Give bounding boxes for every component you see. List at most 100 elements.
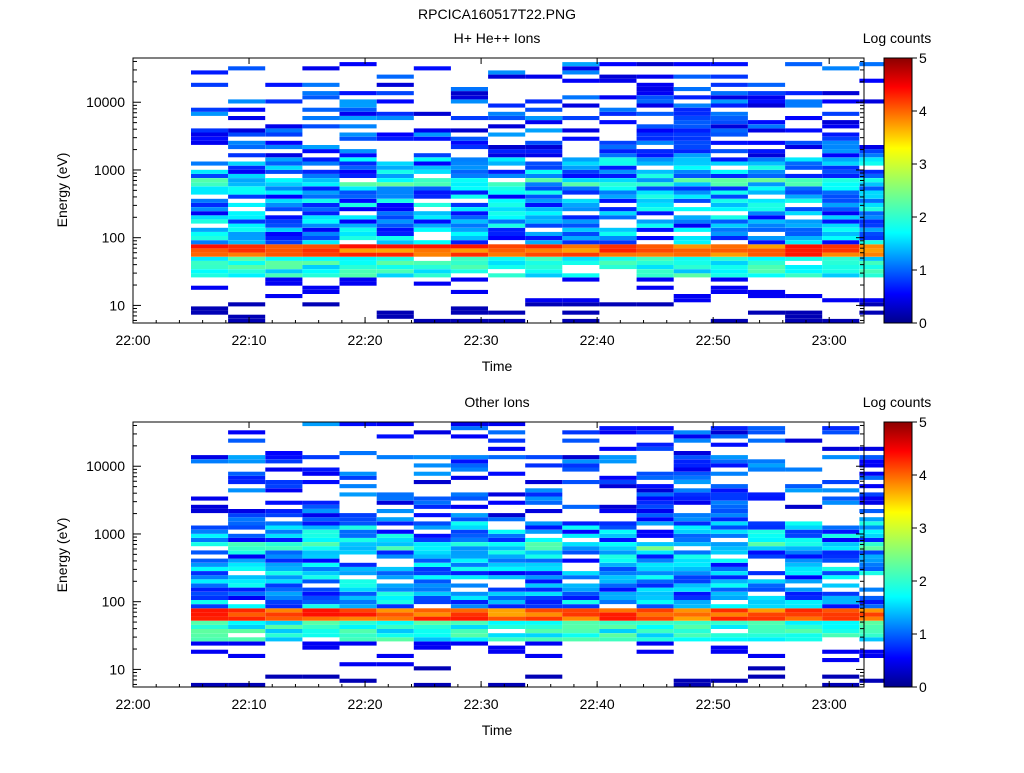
heatmap-cell — [191, 562, 229, 567]
heatmap-cell — [748, 91, 786, 96]
heatmap-cell — [599, 546, 637, 551]
heatmap-cell — [450, 256, 488, 261]
heatmap-cell — [228, 591, 266, 596]
heatmap-cell — [859, 492, 897, 497]
heatmap-cell — [302, 223, 340, 228]
heatmap-cell — [265, 190, 303, 195]
heatmap-cell — [822, 223, 860, 228]
heatmap-cell — [599, 236, 637, 241]
heatmap-cell — [265, 451, 303, 456]
heatmap-cell — [562, 600, 600, 605]
heatmap-cell — [228, 128, 266, 133]
heatmap-cell — [265, 529, 303, 534]
heatmap-cell — [673, 186, 711, 191]
heatmap-cell — [488, 517, 526, 522]
heatmap-cell — [636, 558, 674, 563]
heatmap-cell — [822, 604, 860, 609]
heatmap-cell — [228, 475, 266, 480]
heatmap-cell — [859, 637, 897, 642]
heatmap-cell — [636, 500, 674, 505]
heatmap-cell — [822, 550, 860, 555]
heatmap-cell — [525, 455, 563, 460]
heatmap-cell — [413, 136, 451, 141]
heatmap-cell — [413, 537, 451, 542]
heatmap-cell — [636, 302, 674, 307]
heatmap-cell — [339, 583, 377, 588]
heatmap-cell — [339, 471, 377, 476]
heatmap-cell — [710, 285, 748, 290]
heatmap-cell — [191, 542, 229, 547]
heatmap-cell — [450, 583, 488, 588]
heatmap-cell — [562, 178, 600, 183]
heatmap-cell — [822, 248, 860, 253]
heatmap-cell — [710, 207, 748, 212]
heatmap-cell — [673, 467, 711, 472]
heatmap-cell — [636, 604, 674, 609]
heatmap-cell — [748, 595, 786, 600]
heatmap-cell — [450, 310, 488, 315]
heatmap-cell — [376, 500, 414, 505]
heatmap-cell — [265, 674, 303, 679]
heatmap-cell — [562, 169, 600, 174]
heatmap-cell — [748, 202, 786, 207]
heatmap-cell — [785, 624, 823, 629]
heatmap-cell — [822, 211, 860, 216]
heatmap-cell — [339, 612, 377, 617]
heatmap-cell — [191, 682, 229, 687]
heatmap-cell — [450, 595, 488, 600]
heatmap-cell — [710, 157, 748, 162]
heatmap-cell — [673, 455, 711, 460]
heatmap-cell — [450, 215, 488, 220]
heatmap-cell — [265, 591, 303, 596]
heatmap-cell — [599, 554, 637, 559]
heatmap-cell — [636, 616, 674, 621]
heatmap-cell — [599, 78, 637, 83]
heatmap-cell — [265, 161, 303, 166]
heatmap-cell — [191, 240, 229, 245]
heatmap-cell — [785, 194, 823, 199]
heatmap-cell — [525, 128, 563, 133]
heatmap-cell — [302, 107, 340, 112]
heatmap-cell — [710, 550, 748, 555]
heatmap-cell — [859, 78, 897, 83]
heatmap-cell — [191, 620, 229, 625]
heatmap-cell — [785, 616, 823, 621]
heatmap-cell — [562, 571, 600, 576]
heatmap-cell — [673, 616, 711, 621]
heatmap-cell — [488, 219, 526, 224]
heatmap-cell — [673, 496, 711, 501]
heatmap-cell — [822, 244, 860, 249]
heatmap-cell — [302, 641, 340, 646]
heatmap-cell — [710, 227, 748, 232]
y-tick-label: 10000 — [86, 458, 125, 474]
heatmap-cell — [636, 591, 674, 596]
y-tick-label: 1000 — [94, 162, 125, 178]
heatmap-cell — [413, 550, 451, 555]
heatmap-cell — [450, 525, 488, 530]
heatmap-cell — [636, 542, 674, 547]
heatmap-cell — [636, 504, 674, 509]
heatmap-cell — [488, 202, 526, 207]
heatmap-cell — [748, 554, 786, 559]
heatmap-cell — [413, 666, 451, 671]
y-tick-label: 100 — [102, 594, 126, 610]
heatmap-cell — [748, 215, 786, 220]
heatmap-cell — [785, 99, 823, 104]
heatmap-cell — [413, 223, 451, 228]
heatmap-cell — [636, 132, 674, 137]
heatmap-cell — [191, 252, 229, 257]
heatmap-cell — [710, 583, 748, 588]
heatmap-cell — [562, 633, 600, 638]
heatmap-cell — [748, 459, 786, 464]
heatmap-cell — [673, 223, 711, 228]
heatmap-cell — [228, 215, 266, 220]
heatmap-cell — [822, 455, 860, 460]
heatmap-cell — [376, 252, 414, 257]
heatmap-cell — [822, 136, 860, 141]
heatmap-cell — [748, 149, 786, 154]
heatmap-cell — [710, 587, 748, 592]
heatmap-cell — [636, 488, 674, 493]
heatmap-cell — [859, 211, 897, 216]
y-tick-label: 1000 — [94, 526, 125, 542]
